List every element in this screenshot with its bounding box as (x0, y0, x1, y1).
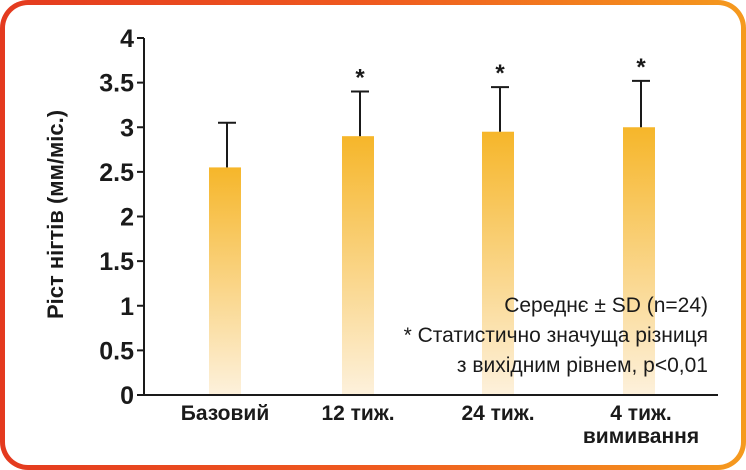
bar (342, 136, 374, 396)
bar (209, 167, 241, 395)
legend-note: * Статистично значуща різниця (404, 324, 708, 347)
y-tick-label: 0.5 (99, 337, 134, 365)
chart-panel: Ріст нігтів (мм/міс.) * * * 0 0.5 1 1.5 2 2.5 3 3… (5, 5, 741, 465)
x-tick-label: вимивання (583, 425, 699, 448)
x-tick-label: 12 тиж. (321, 402, 394, 425)
y-tick-label: 2.5 (99, 159, 134, 187)
y-tick-label: 3.5 (99, 70, 134, 98)
bar (482, 131, 514, 395)
y-tick-label: 3 (120, 114, 134, 142)
y-tick-label: 1.5 (99, 248, 134, 276)
significance-marker: * (636, 54, 646, 81)
y-axis-title: Ріст нігтів (мм/міс.) (43, 110, 68, 319)
bar-chart: Ріст нігтів (мм/міс.) * * * 0 0.5 1 1.5 2 2.5 3 3… (43, 25, 718, 448)
y-tick-label: 2 (120, 204, 134, 232)
legend-note: Середнє ± SD (n=24) (504, 294, 708, 317)
bar (623, 127, 655, 395)
significance-marker: * (495, 60, 505, 87)
y-tick-label: 4 (120, 25, 134, 53)
significance-marker: * (355, 65, 365, 92)
y-tick-label: 1 (120, 293, 134, 321)
x-tick-label: Базовий (181, 402, 270, 425)
y-tick-label: 0 (120, 382, 134, 410)
legend-note: з вихідним рівнем, p<0,01 (457, 354, 708, 377)
x-tick-label: 4 тиж. (610, 402, 671, 425)
x-tick-label: 24 тиж. (461, 402, 534, 425)
